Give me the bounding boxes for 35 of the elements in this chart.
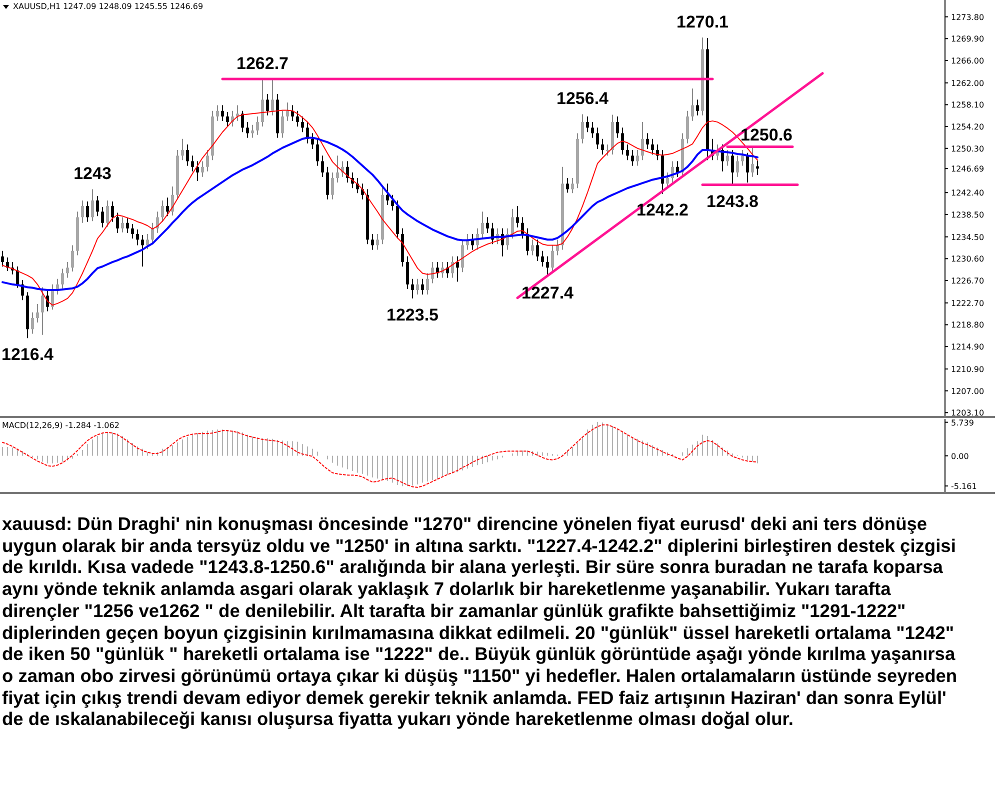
annotation: 1250.6 [740,126,792,145]
y-tick-label: 1273.80 [951,12,984,22]
y-tick-label: 1242.40 [951,188,984,198]
y-tick-label: 1269.90 [951,34,984,44]
y-tick-label: 1218.80 [951,320,984,330]
chart-title: XAUUSD,H1 1247.09 1248.09 1245.55 1246.69 [13,2,204,11]
y-tick-label: 1246.69 [951,164,984,174]
y-tick-label: 1203.10 [951,408,984,418]
annotation: 1243.8 [706,192,758,211]
annotation: 1242.2 [636,200,688,220]
y-tick-label: -5.161 [951,482,977,491]
annotation: 1223.5 [386,305,438,324]
y-tick-label: 0.00 [951,452,969,461]
y-tick-label: 5.739 [951,418,974,428]
y-tick-label: 1254.20 [951,122,984,132]
chart-title: MACD(12,26,9) -1.284 -1.062 [2,421,120,430]
annotation: 1256.4 [556,89,610,108]
y-tick-label: 1210.90 [951,364,984,374]
annotation: 1227.4 [522,284,574,303]
annotation: 1243 [74,164,112,184]
y-tick-label: 1250.30 [951,144,984,154]
y-tick-label: 1230.60 [951,254,984,264]
y-tick-label: 1226.70 [951,276,984,286]
annotation: 1216.4 [2,345,54,364]
y-tick-label: 1214.90 [951,342,984,352]
annotation: 1262.7 [236,54,288,73]
y-tick-label: 1238.50 [951,210,984,220]
text: xauusd: Dün Draghi' nin konuşması öncesinde "1270" direncine yönelen fiyat eurusd' deki ani ters dönüşe uygun olarak bir anda tersyüz oldu ve "1250' in altına sarktı. "1227.4-1242.2" diplerini birleştiren destek çizgisi de kırıldı. Kısa vadede "1243.8-1250.6" aralığında bir alana yerleşti. Bir süre sonra buradan ne tarafa koparsa aynı yönde teknik anlamda asgari olarak yaklaşık 7 dolarlık bir hareketlenme yaşanabilir. Yukarı tarafta dirençler "1256 ve1262 " de denilebilir. Alt tarafta bir zamanlar günlük grafikte bahsettiğimiz "1291-1222" diplerinden geçen boyun çizgisinin kırılmamasına dikkat edilmeli. 20 "günlük" üssel hareketli ortalama "1242" de iken 50 "günlük " hareketli ortalama ise "1222" de.. Büyük günlük görüntüde aşağı yönde kırılma yaşanırsa o zaman obo zirvesi görünümü ortaya çıkar ki düşüş "1150" yi hedefler. Halen ortalamaların üstünde seyreden fiyat için çıkış trendi devam ediyor demek gerekir teknik anlamda. FED faiz artışının Haziran' dan sonra Eylül' de de ıskalanabileceği kanısı oluşursa fiyatta yukarı yönde hareketlenme olması doğal olur. [2,513,958,730]
y-tick-label: 1258.10 [951,100,984,110]
annotation: 1270.1 [676,12,728,32]
y-tick-label: 1234.50 [951,232,984,242]
y-tick-label: 1222.70 [951,298,984,308]
y-tick-label: 1207.00 [951,386,984,396]
y-tick-label: 1266.00 [951,56,984,66]
y-tick-label: 1262.00 [951,78,984,88]
